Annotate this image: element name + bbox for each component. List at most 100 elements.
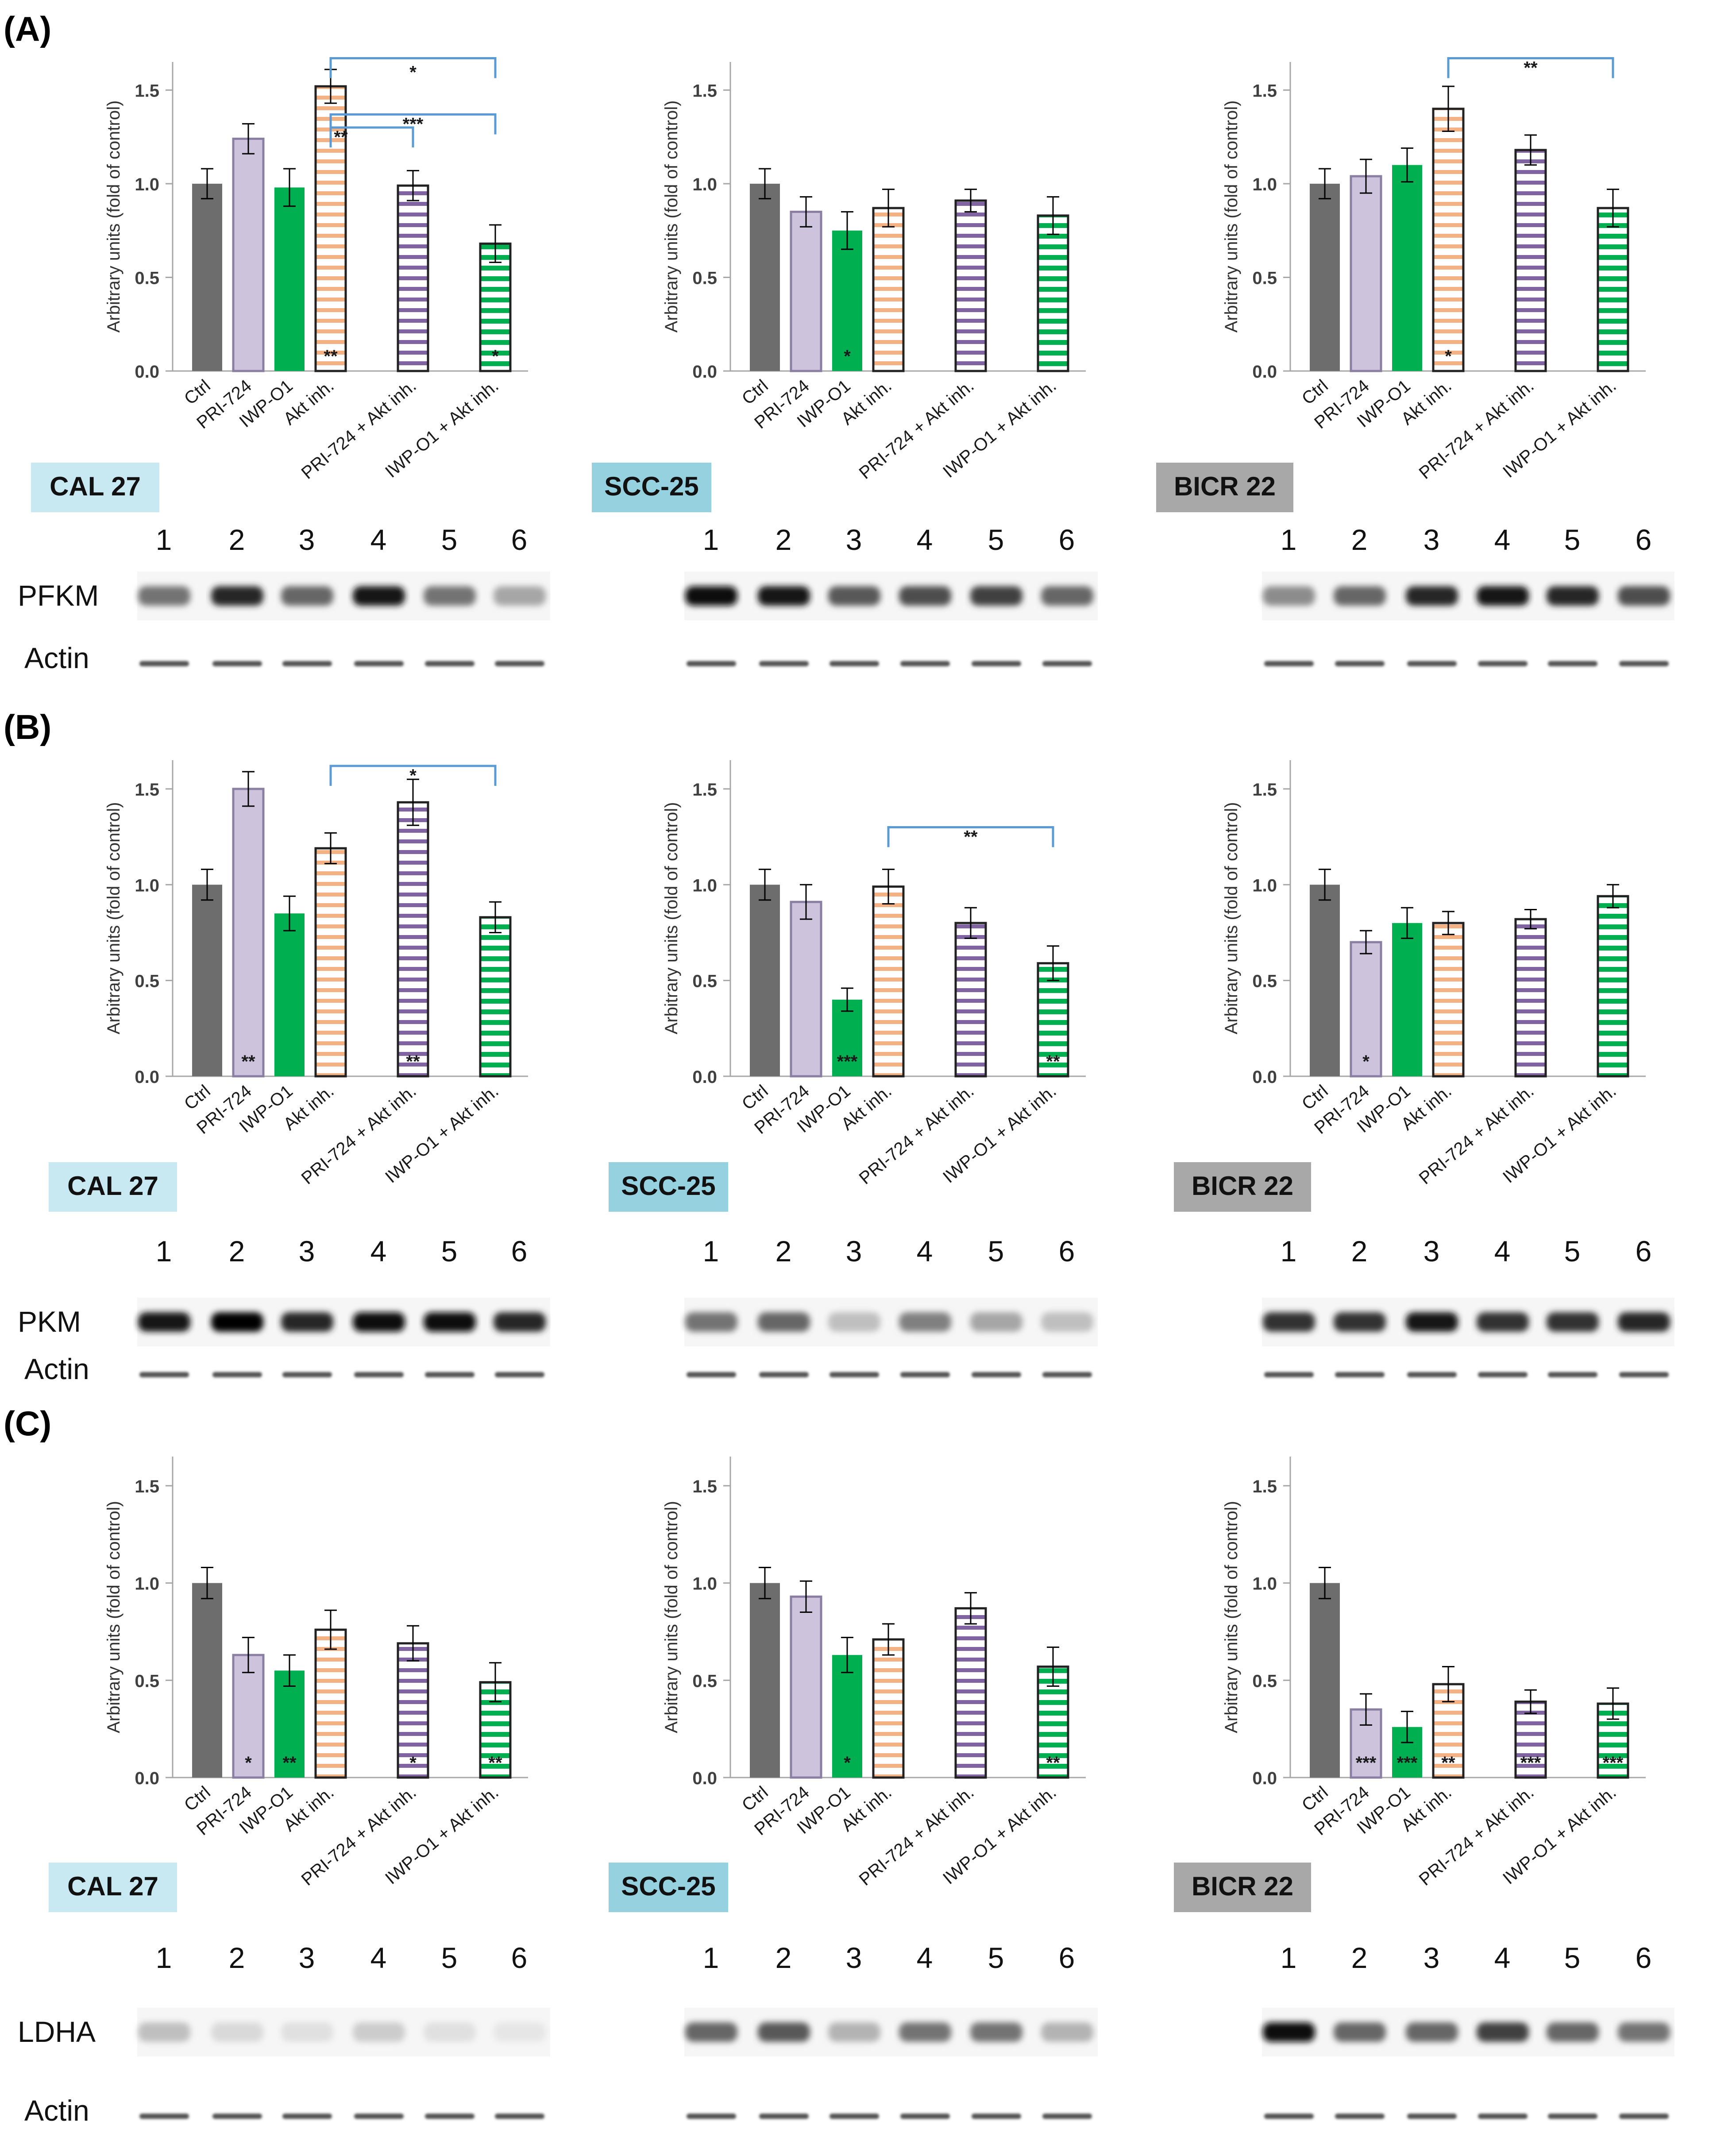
protein-band xyxy=(1547,2022,1599,2042)
lane-number: 4 xyxy=(370,1235,387,1268)
bar xyxy=(274,1670,305,1778)
actin-band xyxy=(900,2114,950,2119)
cell-line-label: SCC-25 xyxy=(621,1871,715,1901)
lane-number: 5 xyxy=(1564,1235,1581,1268)
y-tick-label: 1.5 xyxy=(135,81,159,100)
bar xyxy=(1037,214,1069,372)
bar xyxy=(1514,918,1547,1078)
actin-band xyxy=(1548,661,1597,666)
bar xyxy=(479,916,512,1078)
lane-number: 2 xyxy=(1351,523,1368,556)
cell-line-badge xyxy=(31,463,159,512)
comparison-bracket xyxy=(887,826,1054,847)
lane-number: 3 xyxy=(1424,523,1440,556)
lane-number: 4 xyxy=(1494,1235,1511,1268)
y-axis-label: Arbitrary units (fold of control) xyxy=(1222,1501,1241,1733)
y-tick-label: 0.5 xyxy=(135,1671,159,1691)
lane-number: 1 xyxy=(156,523,172,556)
y-tick-label: 0.0 xyxy=(692,1067,717,1087)
actin-band xyxy=(1478,1372,1528,1377)
bar-chart: 0.0 0.5 1.0 1.5 Arbitrary units (fold of con… xyxy=(104,760,528,1188)
protein-band xyxy=(1618,1312,1670,1332)
actin-band xyxy=(1407,2114,1457,2119)
y-tick-label: 0.5 xyxy=(1252,1671,1277,1691)
significance-mark: ** xyxy=(406,1052,420,1071)
protein-band xyxy=(494,586,546,606)
panel-a: (A) 0.0 0.5 1.0 1.5 Arbitrary units (fold of … xyxy=(4,9,1674,674)
protein-band xyxy=(1263,586,1315,606)
protein-band xyxy=(899,2022,951,2042)
y-tick-label: 1.5 xyxy=(1252,780,1277,800)
significance-mark: *** xyxy=(837,1052,858,1071)
bar xyxy=(1392,165,1422,371)
bar xyxy=(192,183,222,371)
significance-mark: ** xyxy=(488,1753,502,1773)
western-blot: 1 2 3 4 5 6 xyxy=(137,1235,550,1377)
bar xyxy=(790,901,822,1078)
actin-band xyxy=(1619,661,1669,666)
lane-number: 3 xyxy=(299,523,315,556)
y-tick-label: 1.0 xyxy=(692,1574,717,1594)
bar xyxy=(397,184,429,372)
lane-number: 5 xyxy=(1564,523,1581,556)
blot-background xyxy=(137,2008,550,2056)
cell-line-label: CAL 27 xyxy=(67,1171,158,1201)
y-tick-label: 0.5 xyxy=(1252,972,1277,991)
y-tick-label: 1.0 xyxy=(135,876,159,895)
protein-band xyxy=(1477,586,1529,606)
actin-band xyxy=(212,1372,262,1377)
y-tick-label: 0.5 xyxy=(135,268,159,288)
protein-band xyxy=(494,1312,546,1332)
actin-band xyxy=(139,1372,189,1377)
cell-line-label: BICR 22 xyxy=(1174,472,1276,501)
protein-band xyxy=(685,2022,737,2042)
actin-band xyxy=(759,2114,809,2119)
western-blot: 1 2 3 4 5 6 xyxy=(1262,1941,1674,2119)
actin-band xyxy=(1478,2114,1528,2119)
actin-band xyxy=(1335,1372,1385,1377)
bracket-significance: *** xyxy=(403,114,424,134)
actin-band xyxy=(1042,661,1092,666)
bar xyxy=(1392,923,1422,1076)
bar-chart: 0.0 0.5 1.0 1.5 Arbitrary units (fold of con… xyxy=(104,57,528,483)
bar xyxy=(232,1654,265,1779)
actin-band xyxy=(829,661,879,666)
lane-number: 6 xyxy=(511,523,528,556)
bar xyxy=(232,788,265,1078)
protein-band xyxy=(281,2022,333,2042)
y-tick-label: 0.0 xyxy=(135,1067,159,1087)
actin-band xyxy=(829,1372,879,1377)
western-blot: 1 2 3 4 5 6 xyxy=(684,1235,1098,1377)
actin-band xyxy=(212,661,262,666)
significance-mark: *** xyxy=(1397,1753,1418,1773)
y-axis-label: Arbitrary units (fold of control) xyxy=(104,100,123,333)
y-tick-label: 1.5 xyxy=(1252,81,1277,100)
bar-chart: 0.0 0.5 1.0 1.5 Arbitrary units (fold of con… xyxy=(1222,760,1646,1188)
actin-band xyxy=(1264,661,1314,666)
y-axis-label: Arbitrary units (fold of control) xyxy=(104,802,123,1035)
protein-label: PFKM xyxy=(18,579,99,612)
bar xyxy=(479,242,512,372)
lane-number: 1 xyxy=(1281,1941,1297,1974)
actin-band xyxy=(1407,1372,1457,1377)
lane-number: 4 xyxy=(370,1941,387,1974)
comparison-bracket xyxy=(329,765,497,786)
panel-letter: (C) xyxy=(4,1404,51,1443)
bar xyxy=(1514,1701,1547,1779)
bar xyxy=(954,1607,987,1779)
y-tick-label: 1.0 xyxy=(692,175,717,194)
lane-number: 5 xyxy=(441,1941,458,1974)
protein-band xyxy=(281,1312,333,1332)
significance-mark: * xyxy=(1445,347,1452,366)
comparison-bracket xyxy=(329,126,414,148)
bar-chart: 0.0 0.5 1.0 1.5 Arbitrary units (fold of con… xyxy=(662,62,1086,483)
bar xyxy=(1310,885,1340,1076)
comparison-bracket xyxy=(329,113,497,135)
bracket-significance: * xyxy=(409,766,417,785)
actin-band xyxy=(687,1372,736,1377)
protein-band xyxy=(211,2022,263,2042)
actin-band xyxy=(354,661,404,666)
lane-number: 2 xyxy=(229,1941,245,1974)
bar xyxy=(750,885,780,1076)
